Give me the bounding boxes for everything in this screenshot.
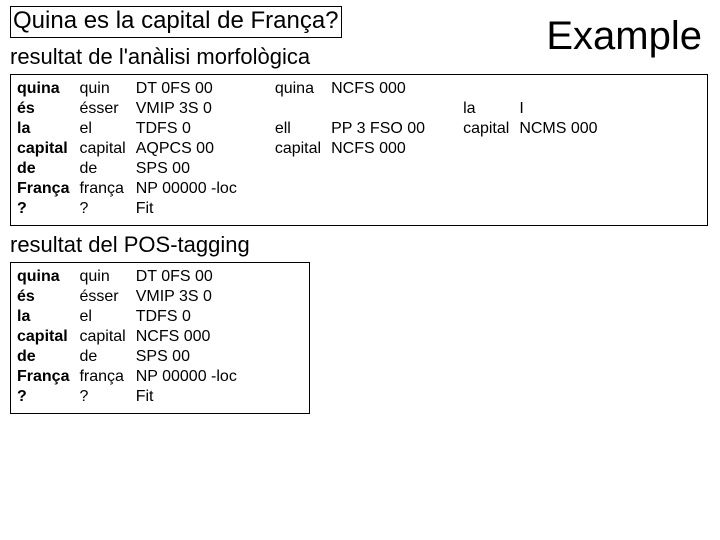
- word-cell: quina: [275, 79, 331, 99]
- tag-cell: TDFS 0: [136, 119, 247, 139]
- morf-main-table: quinaquinDT 0FS 00 ésésserVMIP 3S 0 lael…: [17, 79, 247, 219]
- table-row: quinaquinDT 0FS 00: [17, 79, 247, 99]
- tag-cell: NCMS 000: [519, 119, 607, 139]
- lemma-cell: quin: [79, 79, 135, 99]
- tag-cell: NP 00000 -loc: [136, 367, 247, 387]
- table-row: quinaquinDT 0FS 00: [17, 267, 247, 287]
- lemma-cell: ?: [79, 199, 135, 219]
- word-cell: és: [17, 99, 79, 119]
- word-cell: quina: [17, 79, 79, 99]
- tag-cell: TDFS 0: [136, 307, 247, 327]
- example-label: Example: [546, 14, 702, 59]
- word-cell: França: [17, 179, 79, 199]
- table-row: [463, 79, 608, 99]
- word-cell: França: [17, 367, 79, 387]
- word-cell: capital: [463, 119, 519, 139]
- table-row: capitalcapitalAQPCS 00: [17, 139, 247, 159]
- table-row: dedeSPS 00: [17, 347, 247, 367]
- table-row: ésésserVMIP 3S 0: [17, 287, 247, 307]
- table-row: FrançafrançaNP 00000 -loc: [17, 179, 247, 199]
- table-row: ellPP 3 FSO 00: [275, 119, 435, 139]
- morf-extra1-table: quinaNCFS 000 ellPP 3 FSO 00 capitalNCFS…: [275, 79, 435, 159]
- tag-cell: DT 0FS 00: [136, 267, 247, 287]
- tag-cell: PP 3 FSO 00: [331, 119, 435, 139]
- pos-box: quinaquinDT 0FS 00 ésésserVMIP 3S 0 lael…: [10, 262, 310, 414]
- tag-cell: NP 00000 -loc: [136, 179, 247, 199]
- table-row: ??Fit: [17, 387, 247, 407]
- word-cell: la: [17, 119, 79, 139]
- table-row: ??Fit: [17, 199, 247, 219]
- tag-cell: AQPCS 00: [136, 139, 247, 159]
- tag-cell: NCFS 000: [136, 327, 247, 347]
- lemma-cell: frança: [79, 179, 135, 199]
- word-cell: capital: [17, 327, 79, 347]
- lemma-cell: quin: [79, 267, 135, 287]
- title-box: Quina es la capital de França?: [10, 6, 342, 38]
- tag-cell: [519, 79, 607, 99]
- table-row: ésésserVMIP 3S 0: [17, 99, 247, 119]
- word-cell: capital: [275, 139, 331, 159]
- tag-cell: I: [519, 99, 607, 119]
- tag-cell: [331, 99, 435, 119]
- word-cell: ell: [275, 119, 331, 139]
- table-row: laelTDFS 0: [17, 119, 247, 139]
- heading-pos: resultat del POS-tagging: [10, 232, 710, 258]
- tag-cell: Fit: [136, 387, 247, 407]
- tag-cell: VMIP 3S 0: [136, 287, 247, 307]
- lemma-cell: ?: [79, 387, 135, 407]
- table-row: capitalNCFS 000: [275, 139, 435, 159]
- word-cell: ?: [17, 387, 79, 407]
- table-row: capitalNCMS 000: [463, 119, 608, 139]
- pos-table: quinaquinDT 0FS 00 ésésserVMIP 3S 0 lael…: [17, 267, 247, 407]
- word-cell: [275, 99, 331, 119]
- page-title: Quina es la capital de França?: [13, 7, 339, 34]
- table-row: [275, 99, 435, 119]
- tag-cell: SPS 00: [136, 159, 247, 179]
- lemma-cell: ésser: [79, 99, 135, 119]
- lemma-cell: frança: [79, 367, 135, 387]
- lemma-cell: capital: [79, 327, 135, 347]
- word-cell: [463, 79, 519, 99]
- word-cell: és: [17, 287, 79, 307]
- tag-cell: SPS 00: [136, 347, 247, 367]
- tag-cell: DT 0FS 00: [136, 79, 247, 99]
- tag-cell: NCFS 000: [331, 139, 435, 159]
- word-cell: ?: [17, 199, 79, 219]
- tag-cell: NCFS 000: [331, 79, 435, 99]
- tag-cell: VMIP 3S 0: [136, 99, 247, 119]
- table-row: laI: [463, 99, 608, 119]
- lemma-cell: el: [79, 307, 135, 327]
- lemma-cell: de: [79, 159, 135, 179]
- table-row: dedeSPS 00: [17, 159, 247, 179]
- lemma-cell: capital: [79, 139, 135, 159]
- table-row: laelTDFS 0: [17, 307, 247, 327]
- lemma-cell: el: [79, 119, 135, 139]
- table-row: FrançafrançaNP 00000 -loc: [17, 367, 247, 387]
- word-cell: de: [17, 159, 79, 179]
- lemma-cell: ésser: [79, 287, 135, 307]
- tag-cell: Fit: [136, 199, 247, 219]
- word-cell: quina: [17, 267, 79, 287]
- morf-extra2-table: laI capitalNCMS 000: [463, 79, 608, 139]
- word-cell: la: [463, 99, 519, 119]
- word-cell: de: [17, 347, 79, 367]
- word-cell: la: [17, 307, 79, 327]
- table-row: quinaNCFS 000: [275, 79, 435, 99]
- table-row: capitalcapitalNCFS 000: [17, 327, 247, 347]
- word-cell: capital: [17, 139, 79, 159]
- lemma-cell: de: [79, 347, 135, 367]
- morf-box: quinaquinDT 0FS 00 ésésserVMIP 3S 0 lael…: [10, 74, 708, 226]
